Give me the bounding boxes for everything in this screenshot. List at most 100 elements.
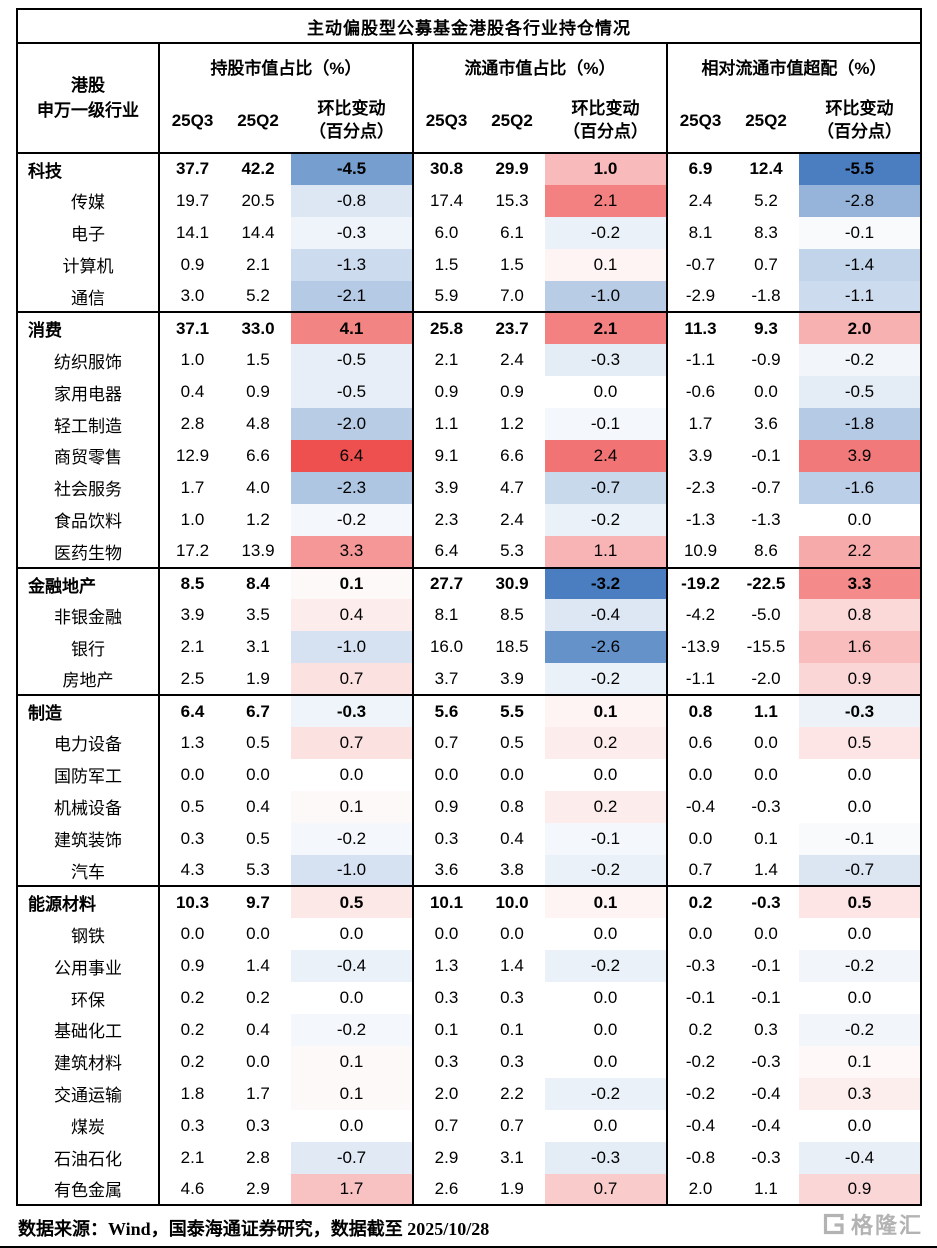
value-cell: 3.1 — [500, 1147, 524, 1167]
industry-label: 电子 — [71, 225, 105, 245]
value-cell: 4.0 — [246, 477, 270, 497]
value-cell: 0.2 — [158, 1045, 225, 1078]
value-cell: 5.5 — [479, 694, 545, 728]
table-row: 传媒 19.7 20.5 -0.8 17.4 15.3 2.1 2.4 5.2 -2.8 — [17, 184, 921, 217]
value-cell: 17.4 — [412, 184, 479, 217]
value-cell: 1.5 — [412, 248, 479, 281]
change-value-cell: -0.5 — [799, 376, 921, 409]
value-cell: -1.8 — [751, 286, 781, 305]
change-value-cell: 3.3 — [291, 535, 413, 568]
value-cell: -0.2 — [666, 1045, 733, 1078]
value-cell: 17.2 — [158, 535, 225, 568]
col-header-25q3: 25Q3 — [158, 89, 225, 154]
change-value-cell: 0.1 — [545, 248, 667, 281]
table-row: 纺织服饰 1.0 1.5 -0.5 2.1 2.4 -0.3 -1.1 -0.9 -0.2 — [17, 344, 921, 377]
value-cell: 1.7 — [158, 471, 225, 504]
table-row: 机械设备 0.5 0.4 0.1 0.9 0.8 0.2 -0.4 -0.3 0.0 — [17, 790, 921, 823]
change-value-cell: -1.0 — [545, 280, 667, 313]
value-cell: 0.3 — [158, 1109, 225, 1142]
industry-label: 煤炭 — [71, 1118, 105, 1138]
value-cell: -0.3 — [666, 950, 733, 983]
value-cell: -0.8 — [666, 1141, 733, 1174]
value-cell: -0.1 — [751, 956, 781, 976]
change-value-cell: -0.8 — [291, 184, 413, 217]
value-cell: 2.4 — [500, 350, 524, 370]
value-cell: 0.1 — [500, 1019, 524, 1039]
industry-label: 有色金属 — [54, 1181, 122, 1201]
value-cell: 4.8 — [246, 414, 270, 434]
value-cell: -0.3 — [733, 885, 799, 919]
change-value-cell: 0.1 — [291, 1045, 413, 1078]
change-value-cell: -0.1 — [799, 216, 921, 249]
industry-label: 金融地产 — [17, 566, 159, 600]
change-value-cell: 0.0 — [799, 503, 921, 536]
value-cell: 25.8 — [412, 311, 479, 345]
col-header-change: 环比变动 （百分点） — [291, 89, 413, 154]
industry-label: 医药生物 — [54, 543, 122, 563]
table-row: 金融地产 8.5 8.4 0.1 27.7 30.9 -3.2 -19.2 -22.5 3.3 — [17, 566, 921, 600]
value-cell: 0.0 — [754, 382, 778, 402]
table-row: 交通运输 1.8 1.7 0.1 2.0 2.2 -0.2 -0.2 -0.4 0.3 — [17, 1077, 921, 1110]
value-cell: 3.7 — [412, 663, 479, 696]
value-cell: 3.1 — [246, 637, 270, 657]
value-cell: 9.3 — [733, 311, 799, 345]
value-cell: 2.8 — [246, 1147, 270, 1167]
change-value-cell: 3.9 — [799, 440, 921, 472]
value-cell: 8.5 — [500, 605, 524, 625]
table-row: 石油石化 2.1 2.8 -0.7 2.9 3.1 -0.3 -0.8 -0.3 -0.4 — [17, 1141, 921, 1174]
change-value-cell: -0.2 — [291, 822, 413, 855]
value-cell: 1.5 — [246, 350, 270, 370]
change-value-cell: 2.0 — [799, 311, 921, 345]
change-value-cell: -0.7 — [799, 854, 921, 887]
value-cell: 0.3 — [412, 1045, 479, 1078]
value-cell: 6.6 — [500, 445, 524, 465]
change-value-cell: 0.0 — [799, 918, 921, 951]
value-cell: 6.1 — [500, 222, 524, 242]
value-cell: 3.9 — [666, 440, 733, 472]
industry-label: 制造 — [17, 694, 159, 728]
change-value-cell: -2.0 — [291, 408, 413, 441]
industry-label: 轻工制造 — [54, 416, 122, 436]
table-row: 环保 0.2 0.2 0.0 0.3 0.3 0.0 -0.1 -0.1 0.0 — [17, 982, 921, 1015]
change-value-cell: 0.5 — [799, 727, 921, 759]
change-value-cell: 0.7 — [291, 727, 413, 759]
value-cell: 0.5 — [500, 732, 524, 752]
value-cell: 14.1 — [158, 216, 225, 249]
industry-label: 食品饮料 — [54, 512, 122, 532]
value-cell: 3.6 — [412, 854, 479, 887]
value-cell: 1.5 — [500, 254, 524, 274]
value-cell: -0.1 — [751, 445, 781, 465]
value-cell: 1.1 — [412, 408, 479, 441]
change-value-cell: -0.2 — [291, 1014, 413, 1046]
value-cell: 1.9 — [246, 668, 270, 688]
value-cell: 0.2 — [666, 1014, 733, 1046]
change-value-cell: 0.1 — [799, 1045, 921, 1078]
change-value-cell: 0.7 — [291, 663, 413, 696]
change-value-cell: 0.3 — [799, 1077, 921, 1110]
industry-label: 钢铁 — [71, 926, 105, 946]
industry-label: 汽车 — [71, 862, 105, 882]
gelonghui-logo-text: 格隆汇 — [850, 1213, 923, 1238]
value-cell: 1.1 — [754, 1178, 778, 1198]
value-cell: 19.7 — [158, 184, 225, 217]
change-value-cell: 1.7 — [291, 1173, 413, 1206]
value-cell: 0.3 — [246, 1115, 270, 1135]
table-row: 非银金融 3.9 3.5 0.4 8.1 8.5 -0.4 -4.2 -5.0 0.8 — [17, 599, 921, 632]
value-cell: 0.2 — [246, 988, 270, 1008]
value-cell: 0.8 — [666, 694, 733, 728]
industry-label: 商贸零售 — [54, 448, 122, 468]
value-cell: 0.7 — [666, 854, 733, 887]
change-value-cell: 0.1 — [291, 566, 413, 600]
value-cell: 1.0 — [158, 503, 225, 536]
table-row: 科技 37.7 42.2 -4.5 30.8 29.9 1.0 6.9 12.4 -5.5 — [17, 152, 921, 185]
group-header-row: 港股 申万一级行业 持股市值占比（%） 流通市值占比（%） 相对流通市值超配（%… — [17, 43, 921, 120]
value-cell: 0.7 — [500, 1115, 524, 1135]
value-cell: 1.0 — [158, 344, 225, 377]
data-source-note: 数据来源：Wind，国泰海通证券研究，数据截至 2025/10/28 — [18, 1219, 490, 1240]
table-row: 钢铁 0.0 0.0 0.0 0.0 0.0 0.0 0.0 0.0 0.0 — [17, 918, 921, 951]
value-cell: 10.1 — [412, 885, 479, 919]
table-row: 电子 14.1 14.4 -0.3 6.0 6.1 -0.2 8.1 8.3 -0.1 — [17, 216, 921, 249]
change-value-cell: -0.2 — [799, 344, 921, 377]
value-cell: 2.6 — [412, 1173, 479, 1206]
value-cell: 15.3 — [495, 190, 529, 210]
